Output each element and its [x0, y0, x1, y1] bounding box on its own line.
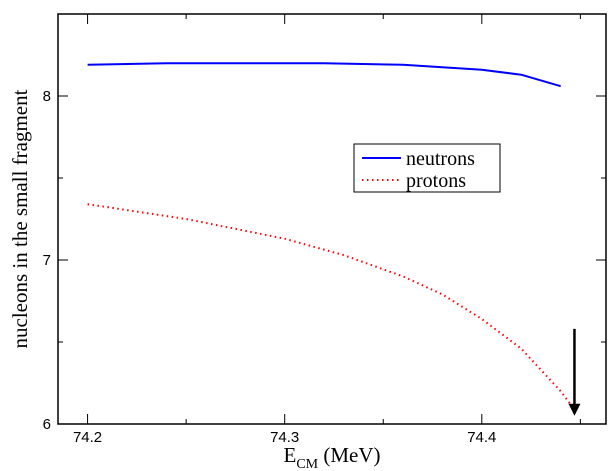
- series-line-neutrons: [87, 62, 561, 88]
- x-axis-label-unit: (MeV): [318, 443, 380, 467]
- legend: neutrons protons: [353, 143, 501, 193]
- legend-protons-label: protons: [406, 170, 466, 192]
- x-tick-label-2: 74.4: [467, 429, 496, 446]
- legend-box: [353, 143, 501, 193]
- x-tick-label-0: 74.2: [73, 429, 102, 446]
- x-tick-label-1: 74.3: [270, 429, 299, 446]
- series-line-protons: [87, 203, 572, 405]
- x-axis-label-sub: CM: [296, 457, 318, 471]
- y-tick-label-2: 8: [43, 88, 51, 105]
- series-layer: [87, 62, 572, 405]
- y-tick-label-1: 7: [43, 252, 51, 269]
- arrow-head: [568, 403, 581, 416]
- axis-ticks: 74.2 74.3 74.4 6 7 8: [43, 14, 606, 446]
- plot-frame: [57, 13, 607, 425]
- y-tick-label-0: 6: [43, 416, 51, 433]
- annotation-layer: [568, 328, 581, 416]
- x-axis-label: ECM (MeV): [283, 443, 380, 471]
- legend-neutrons-label: neutrons: [406, 148, 475, 170]
- y-axis-label: nucleons in the small fragment: [8, 89, 32, 348]
- x-axis-label-main: E: [283, 443, 296, 467]
